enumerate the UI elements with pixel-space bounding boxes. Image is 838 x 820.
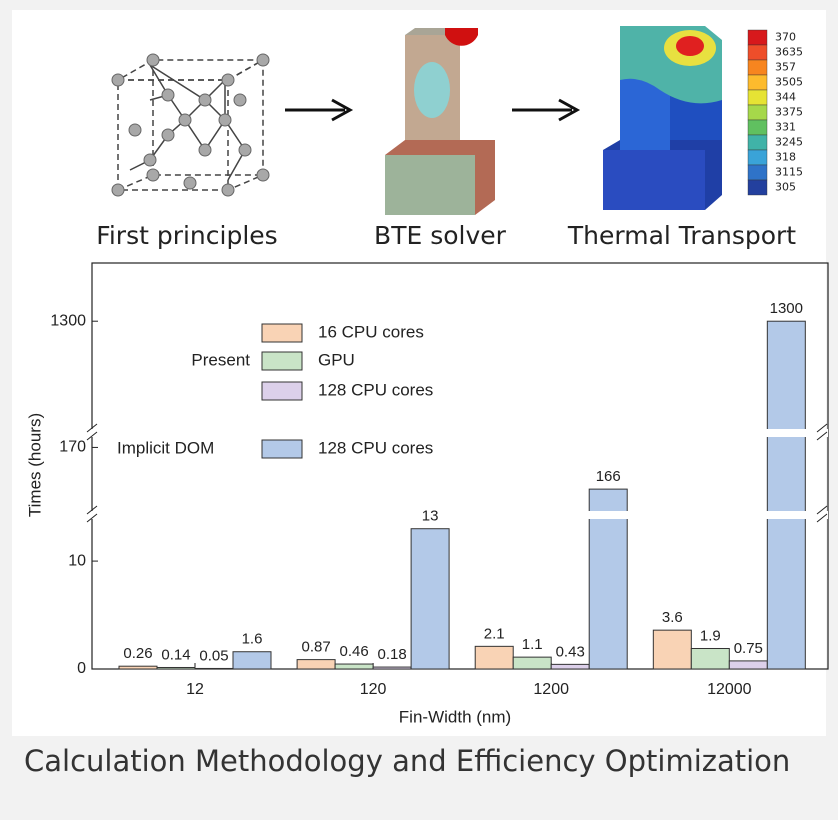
colorbar-label: 3115 xyxy=(775,166,803,179)
value-label: 0.75 xyxy=(734,640,763,657)
legend-label: 128 CPU cores xyxy=(318,380,433,399)
step-labels: First principles BTE solver Thermal Transp… xyxy=(96,221,796,250)
colorbar-label: 357 xyxy=(775,61,796,74)
y-tick-label: 10 xyxy=(68,552,86,569)
bar xyxy=(551,664,589,669)
figure: 370 3635 357 3505 344 3375 331 3245 318 3115 305 F… xyxy=(0,0,838,816)
axis-break xyxy=(766,511,806,519)
legend-label: 16 CPU cores xyxy=(318,322,424,341)
colorbar-label: 3635 xyxy=(775,46,803,59)
step-label: First principles xyxy=(96,221,277,250)
legend-label: 128 CPU cores xyxy=(318,438,433,457)
colorbar-cell xyxy=(748,165,767,180)
y-tick-label: 1300 xyxy=(50,312,86,329)
legend-label: GPU xyxy=(318,350,355,369)
value-label: 3.6 xyxy=(662,609,683,626)
thermal-block xyxy=(603,26,722,210)
step-label: Thermal Transport xyxy=(567,221,796,250)
colorbar-label: 370 xyxy=(775,31,796,44)
step-label: BTE solver xyxy=(374,221,507,250)
bar xyxy=(691,648,729,669)
bar xyxy=(653,630,691,669)
value-label: 0.43 xyxy=(556,643,585,660)
colorbar-label: 331 xyxy=(775,121,796,134)
bar xyxy=(513,657,551,669)
legend-swatch xyxy=(262,324,302,342)
caption: Calculation Methodology and Efficiency O… xyxy=(24,744,790,778)
bar xyxy=(411,529,449,669)
bar xyxy=(335,664,373,669)
x-axis-label: Fin-Width (nm) xyxy=(399,707,511,726)
bar xyxy=(157,667,195,669)
colorbar-cell xyxy=(748,180,767,195)
value-label: 2.1 xyxy=(484,625,505,642)
bar xyxy=(195,668,233,669)
colorbar-label: 3375 xyxy=(775,106,803,119)
y-axis-label: Times (hours) xyxy=(25,413,44,517)
colorbar: 370 3635 357 3505 344 3375 331 3245 318 3115 305 xyxy=(748,30,803,195)
bar xyxy=(119,666,157,669)
bar xyxy=(233,652,271,669)
value-label: 1300 xyxy=(770,300,803,317)
colorbar-cell xyxy=(748,90,767,105)
x-tick-label: 120 xyxy=(360,681,387,698)
colorbar-cell xyxy=(748,60,767,75)
bar xyxy=(767,321,805,669)
bar xyxy=(373,667,411,669)
value-label: 1.9 xyxy=(700,627,721,644)
colorbar-cell xyxy=(748,45,767,60)
value-label: 0.46 xyxy=(340,643,369,660)
value-label: 0.87 xyxy=(302,639,331,656)
x-tick-label: 12 xyxy=(186,681,204,698)
colorbar-label: 318 xyxy=(775,151,796,164)
colorbar-cell xyxy=(748,150,767,165)
colorbar-label: 3505 xyxy=(775,76,803,89)
colorbar-label: 305 xyxy=(775,181,796,194)
legend-swatch xyxy=(262,382,302,400)
value-label: 13 xyxy=(422,508,439,525)
x-tick-label: 1200 xyxy=(533,681,569,698)
value-label: 0.14 xyxy=(161,646,190,663)
value-label: 1.6 xyxy=(242,631,263,648)
colorbar-cell xyxy=(748,135,767,150)
colorbar-cell xyxy=(748,105,767,120)
axis-break xyxy=(766,429,806,437)
value-label: 0.18 xyxy=(378,646,407,663)
colorbar-cell xyxy=(748,75,767,90)
colorbar-cell xyxy=(748,120,767,135)
legend-group: Implicit DOM xyxy=(117,438,214,457)
value-label: 0.05 xyxy=(199,647,228,664)
value-label: 166 xyxy=(596,468,621,485)
y-tick-label: 170 xyxy=(59,439,86,456)
bar xyxy=(475,646,513,669)
legend-swatch xyxy=(262,352,302,370)
colorbar-label: 344 xyxy=(775,91,796,104)
colorbar-cell xyxy=(748,30,767,45)
value-label: 0.26 xyxy=(123,645,152,662)
x-tick-label: 12000 xyxy=(707,681,752,698)
legend-group: Present xyxy=(191,350,250,369)
page: {"diagram": { "steps": ["First principle… xyxy=(0,0,838,816)
bar xyxy=(729,661,767,669)
value-label: 1.1 xyxy=(522,636,543,653)
colorbar-label: 3245 xyxy=(775,136,803,149)
legend-swatch xyxy=(262,440,302,458)
bar xyxy=(297,660,335,669)
y-tick-label: 0 xyxy=(77,660,86,677)
axis-break xyxy=(588,511,628,519)
